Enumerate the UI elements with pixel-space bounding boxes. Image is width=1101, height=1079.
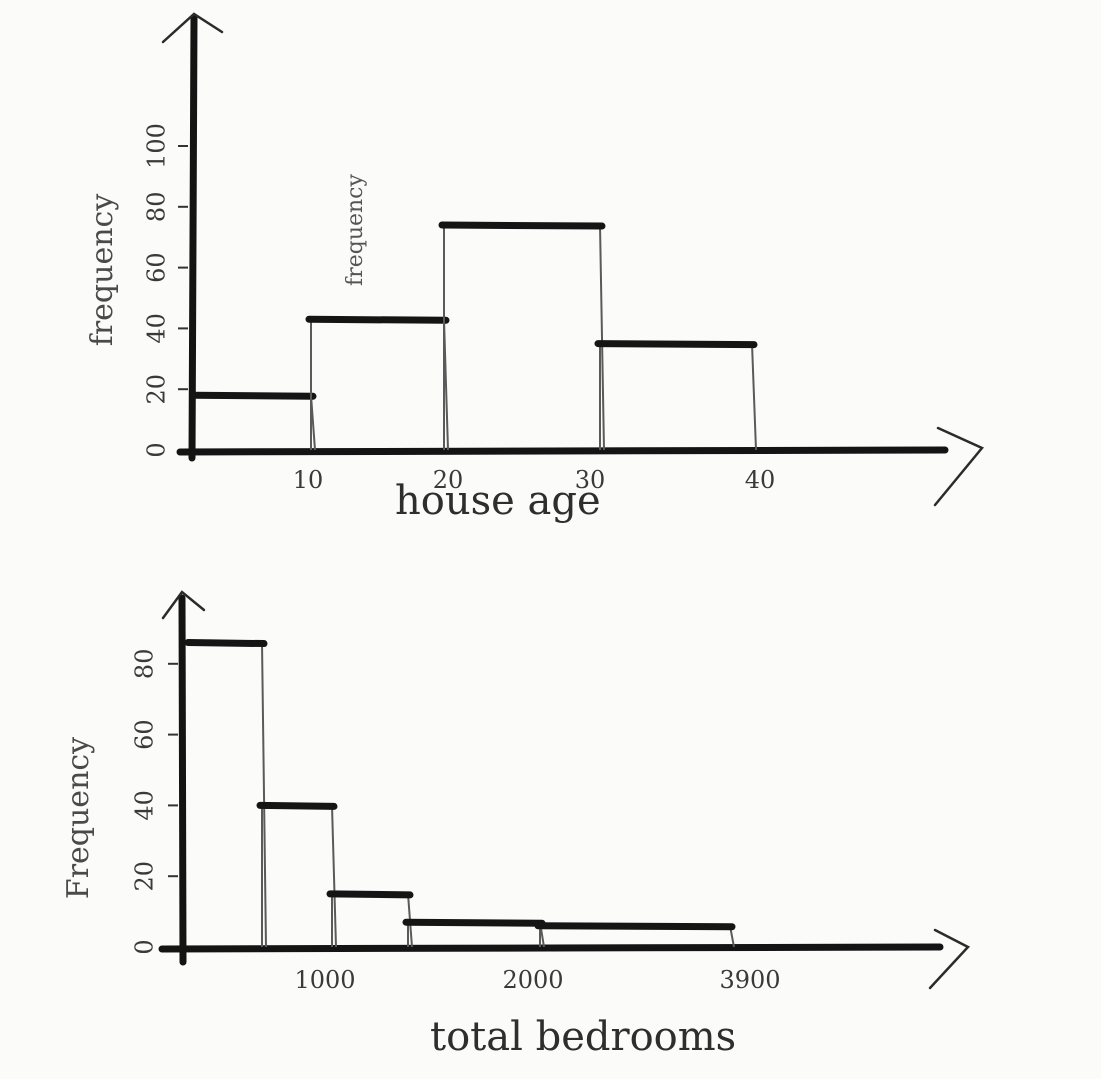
c1-bar-1-top — [305, 315, 450, 324]
c1-bar-0 — [190, 391, 317, 451]
c1-y-tick-label-3: 60 — [143, 252, 171, 283]
c1-x-tick-label-3: 40 — [745, 466, 776, 494]
c2-bar-0 — [184, 639, 268, 948]
total-bedrooms-histogram: 0 20 40 60 80 1000 2000 3900 total bedrooms Fr… — [61, 590, 971, 1060]
c2-bar-4 — [534, 922, 736, 948]
chart1-y-ticks: 0 20 40 60 80 100 — [143, 123, 188, 458]
c1-bar-3-top — [594, 340, 758, 349]
chart1-x-axis-title: house age — [395, 478, 601, 524]
c2-bar-1 — [256, 801, 338, 948]
c2-bar-1-top — [256, 801, 338, 810]
c2-x-tick-label-0: 1000 — [294, 966, 355, 994]
c1-bar-2 — [438, 221, 606, 451]
c1-bar-0-top — [190, 391, 317, 400]
c1-bar-2-right-edge — [599, 225, 605, 451]
chart2-y-axis — [178, 594, 187, 966]
c2-y-tick-label-0: 0 — [131, 939, 159, 954]
c2-bar-1-right-edge — [331, 805, 337, 948]
chart2-bars — [184, 639, 736, 948]
c2-y-tick-label-4: 80 — [131, 649, 159, 680]
c2-bar-0-right-edge — [261, 642, 267, 948]
chart1-x-ticks: 10 20 30 40 — [293, 466, 776, 494]
c2-y-tick-label-1: 20 — [131, 861, 159, 892]
house-age-histogram: 0 20 40 60 80 100 10 20 30 40 house age frequenc… — [85, 12, 985, 524]
c1-y-tick-label-0: 0 — [143, 442, 171, 457]
c1-y-tick-label-5: 100 — [143, 123, 171, 169]
c2-bar-2-top — [326, 890, 414, 899]
c2-x-tick-label-1: 2000 — [502, 966, 563, 994]
c2-x-tick-label-2: 3900 — [719, 966, 780, 994]
chart2-y-ticks: 0 20 40 60 80 — [131, 649, 178, 955]
c1-y-tick-label-2: 40 — [143, 313, 171, 344]
c1-x-tick-label-0: 10 — [293, 466, 324, 494]
c2-bar-3 — [402, 918, 546, 948]
c2-bar-3-top — [402, 918, 546, 927]
c2-bar-0-top — [184, 639, 268, 648]
c1-y-tick-label-4: 80 — [143, 192, 171, 223]
c1-x-tick-label-2: 30 — [575, 466, 606, 494]
c2-y-tick-label-3: 60 — [131, 719, 159, 750]
c1-bar-2-top — [438, 221, 606, 230]
chart1-y-axis-arrow-icon — [161, 12, 224, 44]
chart1-x-axis-arrow-icon — [933, 426, 985, 507]
c2-bar-4-top — [534, 922, 736, 931]
chart1-y-axis — [188, 14, 198, 462]
c2-bar-2 — [326, 890, 414, 948]
chart2-x-axis-arrow-icon — [928, 928, 971, 990]
chart1-inner-annotation: frequency — [343, 173, 368, 285]
chart2-x-ticks: 1000 2000 3900 — [294, 966, 780, 994]
c1-bar-1 — [305, 315, 450, 451]
c2-y-tick-label-2: 40 — [131, 790, 159, 821]
chart1-bars — [190, 221, 758, 451]
chart1-x-axis — [176, 446, 949, 456]
c1-bar-3 — [594, 340, 758, 451]
chart2-y-axis-arrow-icon — [161, 590, 206, 620]
chart2-y-axis-title: Frequency — [61, 737, 96, 899]
chart2-x-axis-title: total bedrooms — [430, 1014, 736, 1060]
c1-bar-3-right-edge — [751, 343, 757, 451]
c1-x-tick-label-1: 20 — [433, 466, 464, 494]
chart2-x-axis — [158, 943, 944, 953]
c1-y-tick-label-1: 20 — [143, 374, 171, 405]
chart1-y-axis-title: frequency — [85, 194, 120, 347]
